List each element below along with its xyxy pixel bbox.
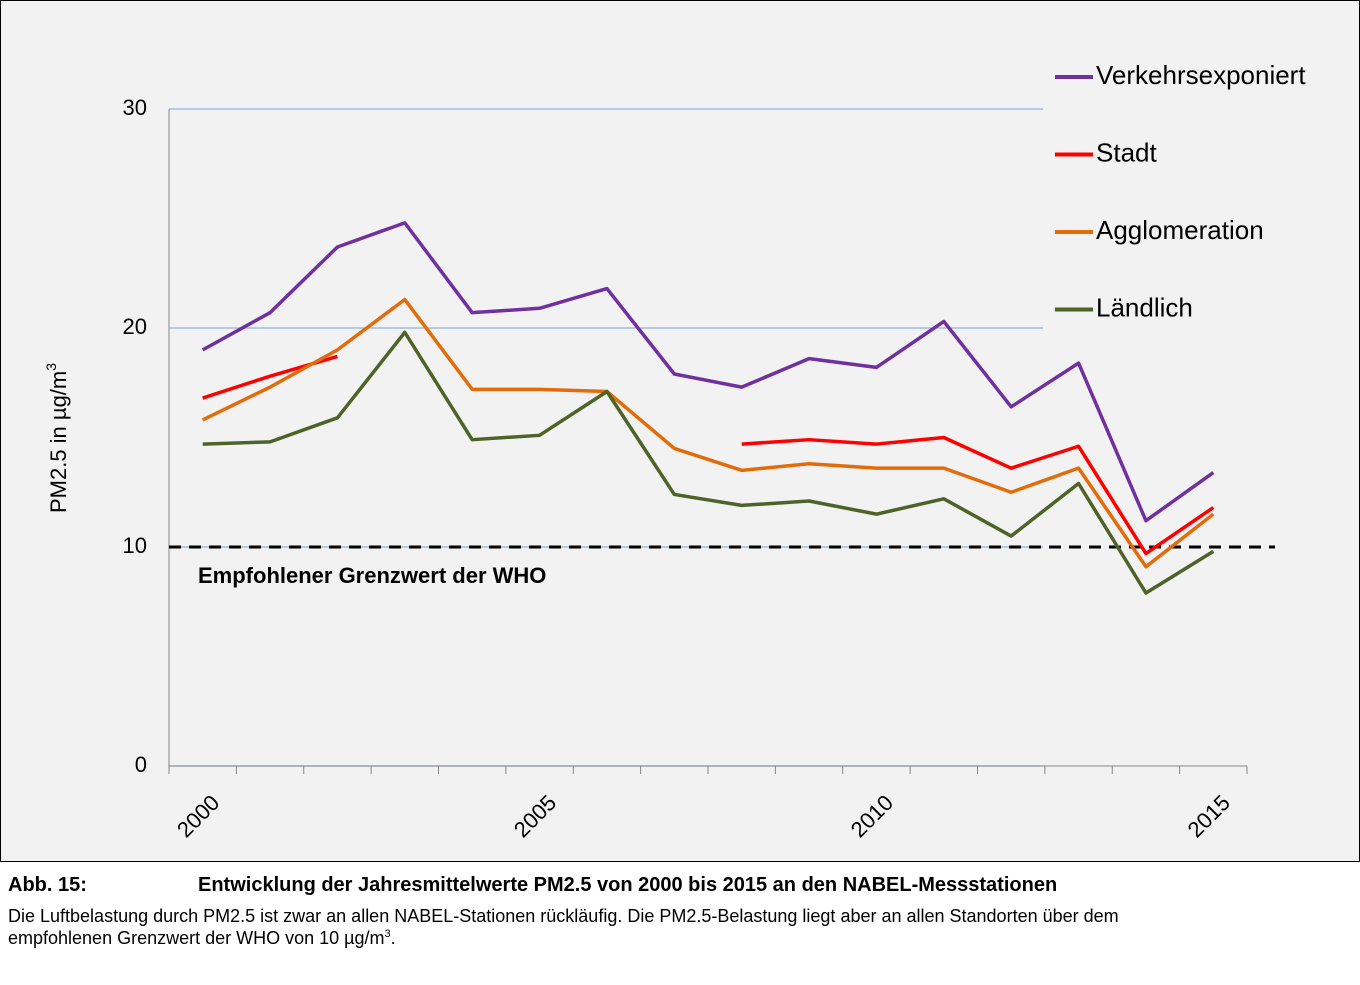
caption-text: empfohlenen Grenzwert der WHO von 10 µg/… — [8, 928, 396, 949]
y-tick-label: 30 — [123, 95, 147, 120]
caption-text-part: empfohlenen Grenzwert der WHO von 10 µg/… — [8, 928, 385, 948]
y-axis-label-text: PM2.5 in µg/m — [46, 371, 71, 513]
legend-label: Verkehrsexponiert — [1096, 60, 1306, 90]
legend-label: Stadt — [1096, 137, 1157, 167]
y-tick-label: 0 — [135, 752, 147, 777]
legend-label: Agglomeration — [1096, 215, 1264, 245]
series-line — [201, 297, 1215, 569]
y-axis-label: PM2.5 in µg/m3 — [43, 363, 71, 513]
y-tick-label: 20 — [123, 314, 147, 339]
caption-number: Abb. 15: — [8, 874, 87, 896]
caption-title: Entwicklung der Jahresmittelwerte PM2.5 … — [198, 874, 1058, 896]
series-line — [202, 330, 1215, 595]
caption-text-end: . — [390, 928, 396, 948]
reference-label: Empfohlener Grenzwert der WHO — [198, 563, 546, 588]
series-line — [201, 221, 1215, 523]
y-tick-label: 10 — [123, 533, 147, 558]
legend-label: Ländlich — [1096, 292, 1193, 322]
chart-frame — [0, 0, 1360, 862]
caption-sup: 3 — [384, 928, 391, 940]
caption-text: Die Luftbelastung durch PM2.5 ist zwar a… — [8, 906, 1119, 926]
y-axis-label-sup: 3 — [43, 363, 59, 371]
